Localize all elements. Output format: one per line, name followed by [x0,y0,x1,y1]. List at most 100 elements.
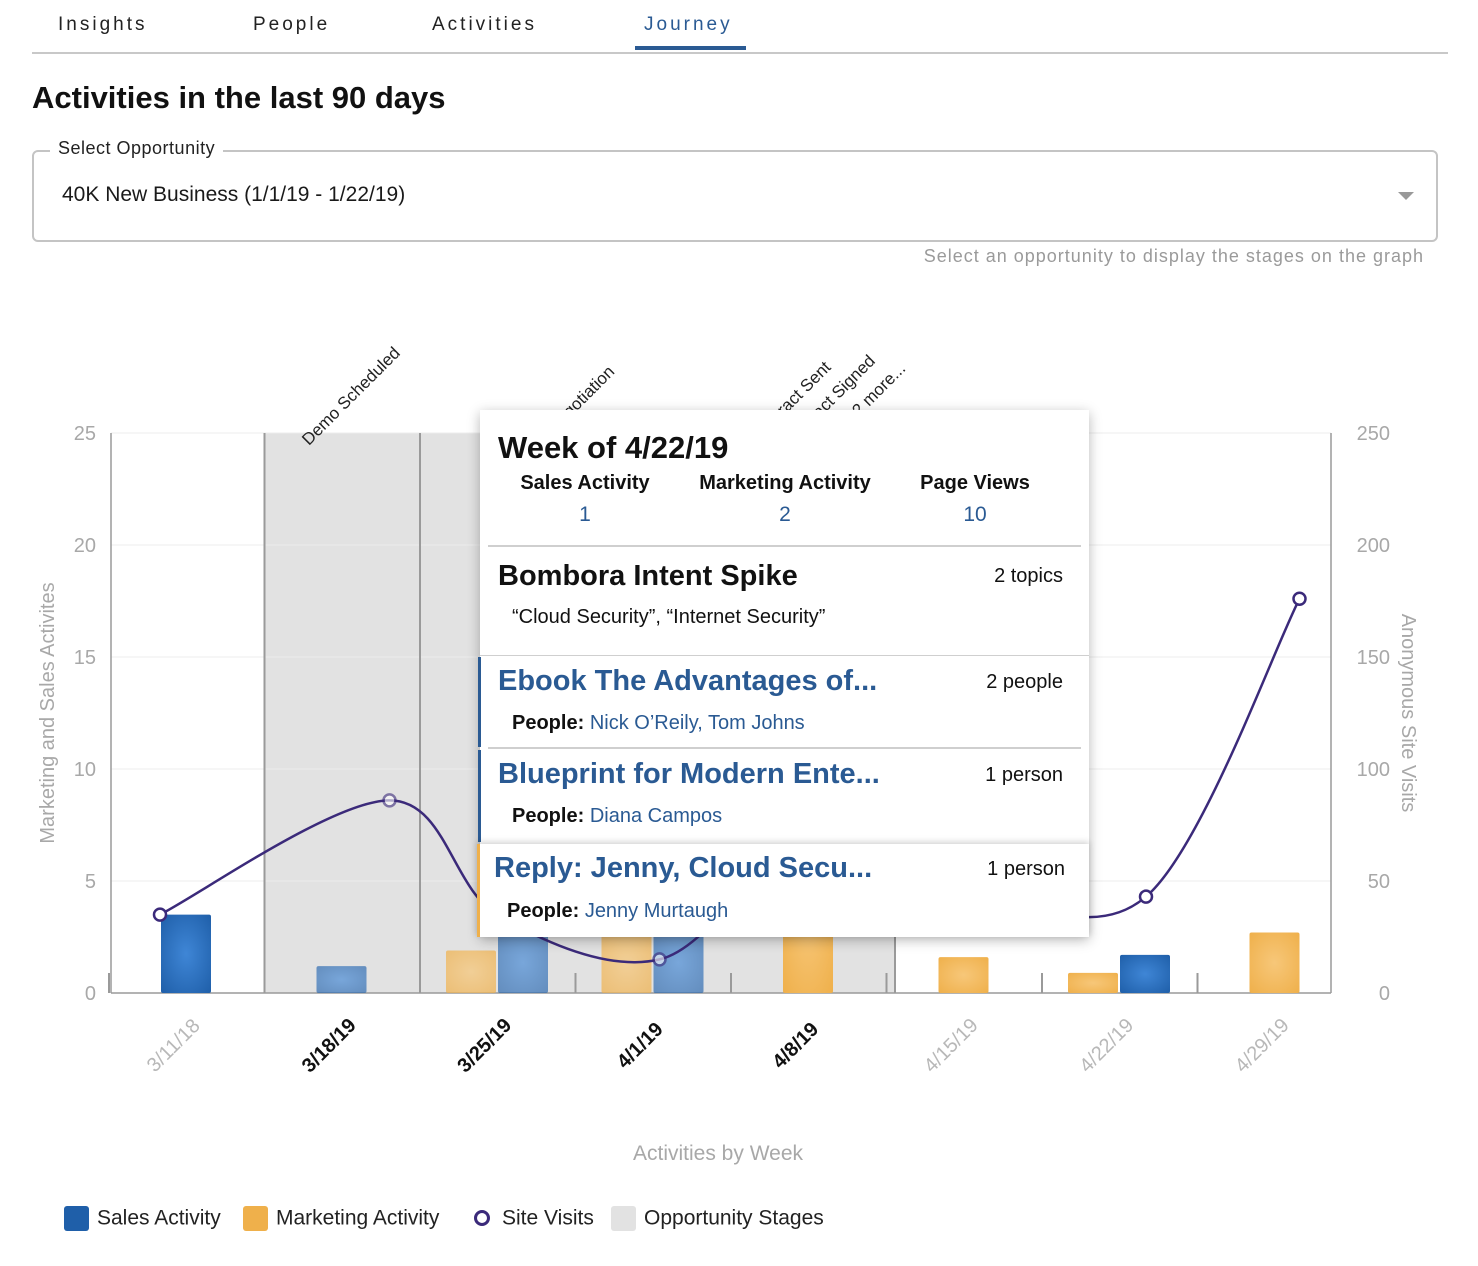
tooltip-item-topics: “Cloud Security”, “Internet Security” [512,606,826,628]
tooltip-item-title[interactable]: Blueprint for Modern Ente... [498,758,880,790]
x-tick-label: 3/25/19 [453,1014,516,1077]
tooltip-marketing-stat: Marketing Activity 2 [680,472,890,527]
tab-activities[interactable]: Activities [432,14,537,35]
marketing-swatch [243,1206,268,1231]
y2-axis-title: Anonymous Site Visits [1397,614,1419,813]
chevron-down-icon[interactable] [1398,192,1414,200]
sales-accent-bar [478,657,481,747]
tooltip-item-people: People: Diana Campos [512,805,722,828]
y-tick-label: 10 [74,759,96,781]
y2-tick-label: 100 [1357,759,1390,781]
active-tab-indicator [635,46,746,50]
y2-tick-label: 0 [1379,983,1390,1005]
tooltip-item-title: Bombora Intent Spike [498,560,798,592]
site-visits-point [652,952,667,967]
tab-bar: Insights People Activities Journey [32,0,1448,54]
tooltip-sales-value: 1 [579,503,591,526]
select-helper-text: Select an opportunity to display the sta… [923,246,1424,266]
tooltip-sales-stat: Sales Activity 1 [510,472,660,527]
x-tick-label: 4/8/19 [768,1018,823,1073]
people-label: People: [507,900,580,922]
people-label: People: [512,712,585,734]
tooltip-item-ebook[interactable]: Ebook The Advantages of... 2 people Peop… [478,657,1089,747]
legend-label: Site Visits [502,1206,594,1230]
opportunity-select-label: Select Opportunity [50,138,224,159]
people-names[interactable]: Jenny Murtaugh [584,900,729,922]
sales-bar [653,932,704,993]
marketing-bar [1068,972,1118,993]
tooltip-item-people: People: Jenny Murtaugh [507,900,728,923]
marketing-bar [446,950,496,993]
y-tick-label: 25 [74,423,96,445]
tooltip-item-blueprint[interactable]: Blueprint for Modern Ente... 1 person Pe… [478,750,1089,842]
tooltip-item-count: 1 person [985,764,1063,786]
y2-tick-label: 150 [1357,647,1390,669]
tooltip-week-title: Week of 4/22/19 [498,430,729,465]
x-axis-title: Activities by Week [633,1142,803,1165]
legend-opportunity-stages[interactable]: Opportunity Stages [611,1206,824,1231]
sales-bar [1120,954,1170,993]
y-tick-label: 5 [85,871,96,893]
sales-bar [161,914,211,993]
people-label: People: [512,805,585,827]
y-tick-label: 20 [74,535,96,557]
legend-marketing-activity[interactable]: Marketing Activity [243,1206,439,1231]
site-visits-point [152,907,168,922]
sales-accent-bar [478,750,481,842]
opportunity-select-value[interactable]: 40K New Business (1/1/19 - 1/22/19) [62,183,406,206]
tooltip-item-count: 1 person [987,858,1065,880]
marketing-accent-bar [477,844,480,937]
sales-swatch [64,1206,89,1231]
site-visits-point [382,793,397,808]
y2-tick-label: 250 [1357,423,1390,445]
tooltip-sales-label: Sales Activity [520,472,650,494]
legend-site-visits[interactable]: Site Visits [472,1206,594,1230]
x-tick-label: 3/18/19 [298,1014,361,1077]
tooltip-marketing-value: 2 [779,503,791,526]
x-tick-label: 4/1/19 [613,1018,668,1073]
y2-tick-label: 50 [1368,871,1390,893]
x-tick-label: 4/29/19 [1231,1014,1294,1077]
x-tick-label: 4/22/19 [1075,1014,1138,1077]
legend-label: Marketing Activity [276,1206,440,1230]
marketing-bar [1249,932,1300,993]
marketing-bar [938,957,989,993]
tab-journey[interactable]: Journey [644,14,733,35]
tooltip-pageviews-label: Page Views [920,472,1030,494]
site-visits-point [1292,591,1307,607]
marketing-bar [601,934,652,993]
legend-label: Opportunity Stages [644,1206,824,1230]
legend-label: Sales Activity [97,1206,221,1230]
stages-swatch [611,1206,636,1231]
opportunity-select[interactable] [32,150,1438,242]
tab-people[interactable]: People [253,14,331,35]
x-tick-label: 3/11/18 [143,1015,205,1077]
tooltip-item-title[interactable]: Ebook The Advantages of... [498,665,878,697]
y2-tick-label: 200 [1357,535,1390,557]
tooltip-divider [480,655,1089,656]
site-visits-circle-icon [474,1210,490,1227]
tooltip-divider [488,747,1081,749]
page-title: Activities in the last 90 days [32,80,446,115]
y-tick-label: 15 [74,647,96,669]
tooltip-item-reply[interactable]: Reply: Jenny, Cloud Secu... 1 person Peo… [477,844,1089,937]
site-visits-point [1138,889,1154,904]
y-tick-label: 0 [85,983,96,1005]
tooltip-item-intent: Bombora Intent Spike 2 topics “Cloud Sec… [480,550,1089,655]
people-names[interactable]: Diana Campos [589,805,723,827]
people-names[interactable]: Nick O’Reily, Tom Johns [589,712,805,734]
x-tick-label: 4/15/19 [920,1014,983,1077]
y-axis-title: Marketing and Sales Activites [37,582,59,843]
tooltip-item-title[interactable]: Reply: Jenny, Cloud Secu... [494,852,873,884]
week-tooltip: Week of 4/22/19 Sales Activity 1 Marketi… [477,410,1089,937]
tooltip-divider [488,545,1081,547]
tooltip-item-count: 2 people [986,671,1063,693]
tooltip-item-count: 2 topics [994,565,1063,587]
tooltip-item-people: People: Nick O’Reily, Tom Johns [512,712,805,735]
sales-bar [316,966,367,993]
tab-insights[interactable]: Insights [58,14,148,35]
tooltip-marketing-label: Marketing Activity [699,472,871,494]
sales-bar [498,932,548,993]
legend-sales-activity[interactable]: Sales Activity [64,1206,221,1231]
tooltip-pageviews-value: 10 [963,503,987,526]
